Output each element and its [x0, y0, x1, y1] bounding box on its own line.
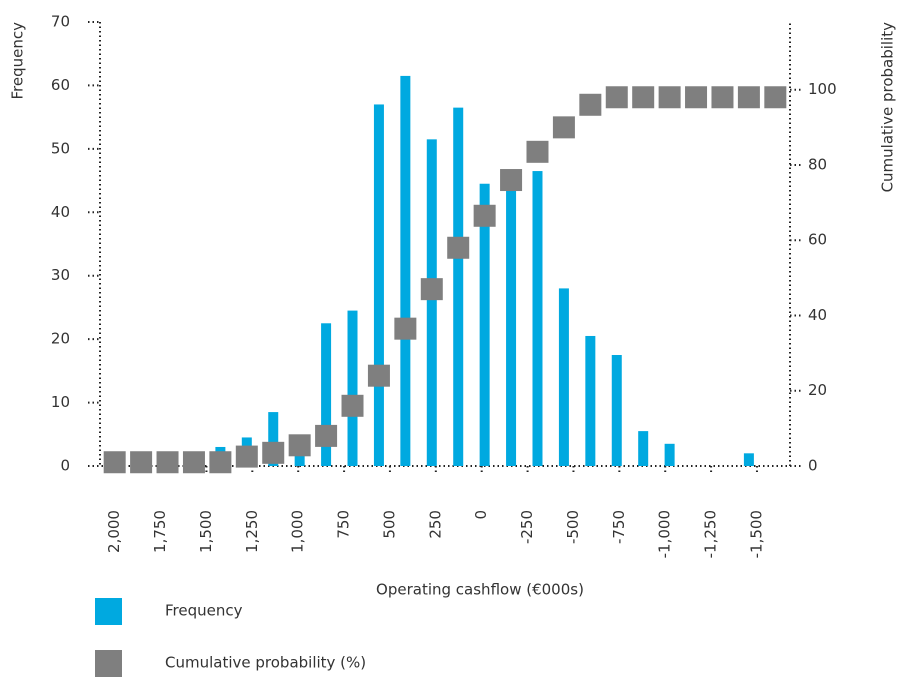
- x-tick-label: 0: [472, 510, 490, 520]
- y-axis-label: Frequency: [9, 22, 27, 100]
- bar: [638, 431, 649, 466]
- x-tick-label: 1,250: [243, 510, 261, 553]
- y-tick-label: 60: [51, 76, 70, 94]
- cumulative-marker: [658, 86, 681, 109]
- cumulative-marker: [447, 236, 470, 259]
- cumulative-marker: [130, 451, 153, 474]
- x-axis-label: Operating cashflow (€000s): [376, 581, 584, 599]
- cumulative-marker: [182, 451, 205, 474]
- bar: [532, 171, 543, 467]
- x-tick-label: 2,000: [105, 510, 123, 553]
- cumulative-marker: [579, 93, 602, 116]
- x-tick-label: -1,250: [702, 510, 720, 558]
- bar: [426, 139, 437, 467]
- bar: [321, 323, 332, 466]
- y-tick-label: 50: [51, 139, 70, 157]
- bar: [585, 335, 596, 466]
- y2-tick-label: 20: [808, 381, 827, 399]
- cumulative-marker: [764, 86, 787, 109]
- x-tick-label: 1,000: [289, 510, 307, 553]
- bar: [347, 310, 358, 466]
- cumulative-marker: [685, 86, 708, 109]
- x-tick-label: -1,500: [747, 510, 765, 558]
- cumulative-marker: [473, 204, 496, 227]
- cumulative-marker: [288, 434, 311, 457]
- bar: [400, 75, 411, 467]
- bar: [453, 107, 464, 466]
- cumulative-marker: [711, 86, 734, 109]
- x-tick-label: -750: [610, 510, 628, 544]
- cumulative-marker: [394, 317, 417, 340]
- y-tick-label: 40: [51, 203, 70, 221]
- bar: [611, 355, 622, 466]
- bar: [294, 453, 305, 466]
- x-tick-label: -500: [564, 510, 582, 544]
- bar: [268, 412, 279, 466]
- bar: [373, 104, 384, 466]
- x-tick-label: 1,500: [197, 510, 215, 553]
- y-tick-label: 10: [51, 393, 70, 411]
- y2-tick-label: 100: [808, 80, 837, 98]
- legend-swatch: [95, 598, 122, 625]
- x-tick-label: 750: [335, 510, 353, 539]
- cumulative-marker: [500, 169, 523, 192]
- bar: [506, 180, 517, 467]
- legend-label: Cumulative probability (%): [165, 654, 366, 672]
- x-tick-label: 500: [380, 510, 398, 539]
- cumulative-marker: [209, 451, 232, 474]
- cumulative-marker: [420, 278, 443, 301]
- cumulative-marker: [632, 86, 655, 109]
- cumulative-marker: [552, 116, 575, 139]
- cumulative-marker: [262, 441, 285, 464]
- bar: [558, 288, 569, 466]
- bar: [479, 183, 490, 466]
- y-tick-label: 0: [60, 457, 70, 475]
- cumulative-marker: [235, 445, 258, 468]
- cumulative-marker: [605, 86, 628, 109]
- x-tick-label: -250: [518, 510, 536, 544]
- y2-tick-label: 40: [808, 306, 827, 324]
- x-tick-label: 250: [426, 510, 444, 539]
- axis-frame: [99, 22, 791, 467]
- cumulative-marker: [367, 364, 390, 387]
- y2-axis-label: Cumulative probability: [879, 22, 897, 193]
- y2-tick-label: 60: [808, 231, 827, 249]
- legend-swatch: [95, 650, 122, 677]
- bar: [743, 453, 754, 466]
- y-tick-label: 30: [51, 266, 70, 284]
- y-tick-label: 70: [51, 13, 70, 31]
- legend-label: Frequency: [165, 602, 243, 620]
- y2-tick-label: 0: [808, 457, 818, 475]
- cumulative-marker: [526, 140, 549, 163]
- x-tick-label: 1,750: [151, 510, 169, 553]
- cumulative-marker: [341, 394, 364, 417]
- x-tick-label: -1,000: [656, 510, 674, 558]
- cumulative-marker: [103, 451, 126, 474]
- cumulative-marker: [156, 451, 179, 474]
- cumulative-marker: [737, 86, 760, 109]
- bar: [664, 443, 675, 466]
- y-tick-label: 20: [51, 330, 70, 348]
- y2-tick-label: 80: [808, 155, 827, 173]
- cumulative-marker: [315, 424, 338, 447]
